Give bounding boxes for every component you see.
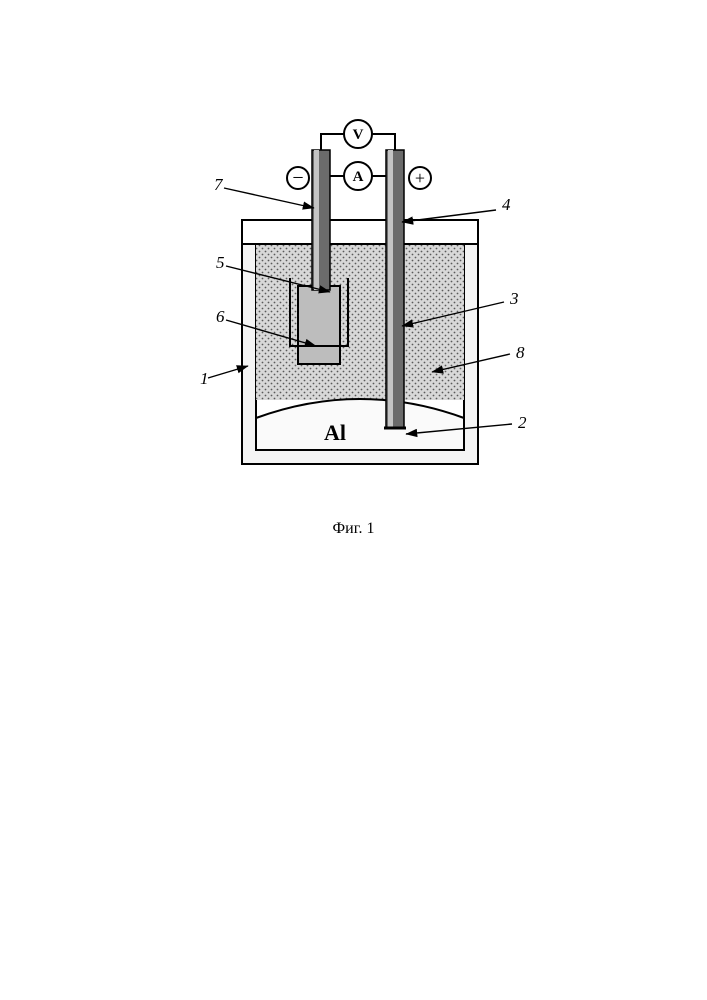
ref-6: 6: [216, 307, 225, 326]
ref-2: 2: [518, 413, 527, 432]
ref-8: 8: [516, 343, 525, 362]
diagram-svg: A V − + Al 1 2 3 4 5 6 7 8: [180, 70, 540, 490]
left-electrode: [312, 150, 330, 290]
lid: [242, 220, 478, 244]
material-label: Al: [324, 420, 346, 445]
ref-5: 5: [216, 253, 225, 272]
leader-7: [224, 188, 314, 208]
minus-sign: −: [292, 167, 303, 189]
ammeter-label: A: [353, 169, 364, 185]
sample: [298, 286, 340, 364]
electrolyte: [256, 244, 464, 400]
voltmeter-label: V: [353, 127, 364, 143]
plus-sign: +: [415, 168, 425, 188]
ref-4: 4: [502, 195, 511, 214]
ref-3: 3: [509, 289, 519, 308]
ref-1: 1: [200, 369, 209, 388]
figure-caption: Фиг. 1: [0, 520, 707, 538]
right-electrode: [384, 150, 406, 428]
page: A V − + Al 1 2 3 4 5 6 7 8 Фиг. 1: [0, 0, 707, 1000]
ref-7: 7: [214, 175, 224, 194]
